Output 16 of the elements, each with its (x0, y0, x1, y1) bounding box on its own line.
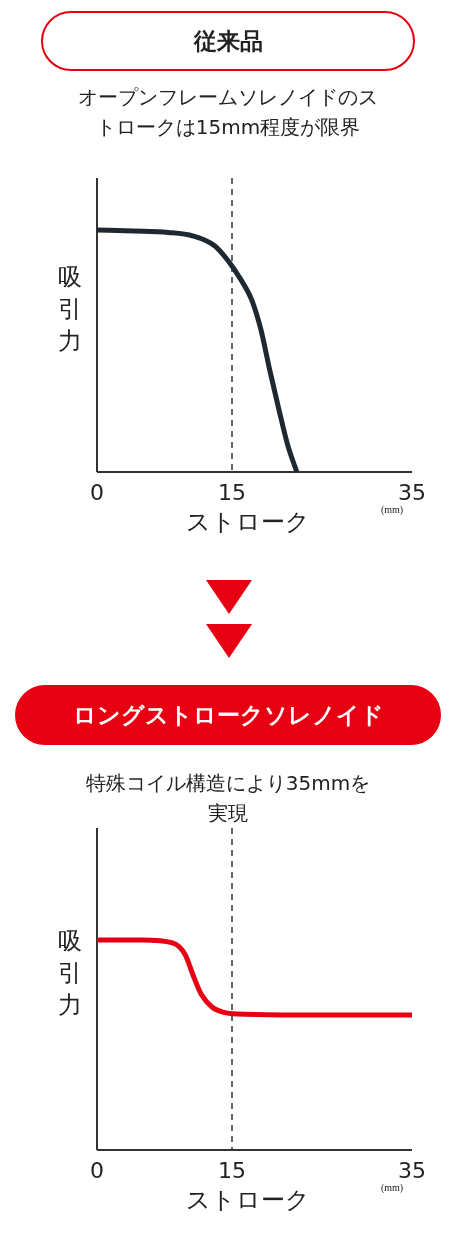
x-tick-label: 35 (398, 1158, 426, 1183)
text: (mm) (380, 1182, 404, 1194)
text: (mm) (380, 504, 404, 516)
chart-title: 従来品 (192, 28, 263, 54)
x-tick-label: 0 (90, 1158, 104, 1183)
y-axis-title: 吸引力 (58, 263, 82, 355)
chart-title: ロングストロークソレノイド (72, 702, 384, 728)
x-axis-title: ストローク (185, 508, 310, 536)
x-tick-label: 35 (398, 480, 426, 505)
y-axis-title: 吸引力 (58, 927, 82, 1019)
chart-subtitle: 特殊コイル構造により35mmを実現 (85, 771, 371, 825)
chart-subtitle: オープンフレームソレノイドのストロークは15mm程度が限界 (78, 85, 378, 139)
x-tick-label: 0 (90, 480, 104, 505)
x-tick-label: 15 (218, 1158, 246, 1183)
x-tick-label: 15 (218, 480, 246, 505)
x-axis-title: ストローク (185, 1186, 310, 1214)
